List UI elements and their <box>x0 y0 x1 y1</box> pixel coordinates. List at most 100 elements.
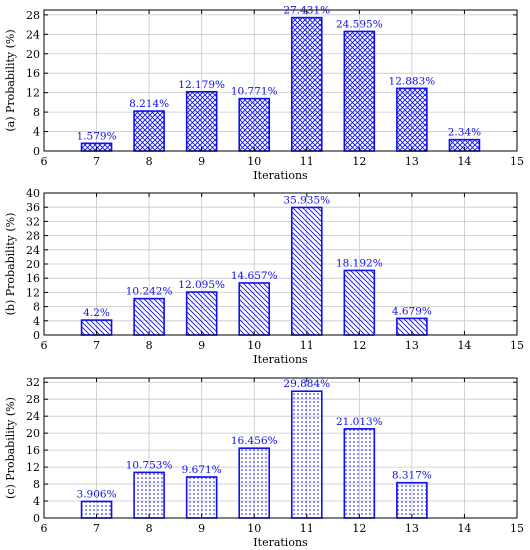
x-tick-label: 8 <box>146 339 153 352</box>
x-tick-label: 11 <box>300 155 314 168</box>
y-tick-label: 24 <box>26 28 40 41</box>
data-label-b-10: 14.657% <box>231 270 278 282</box>
x-tick-label: 7 <box>93 339 100 352</box>
bar-c-11 <box>290 390 323 519</box>
x-tick-label: 8 <box>146 522 153 535</box>
y-tick-label: 0 <box>33 512 40 525</box>
x-tick-label: 10 <box>247 522 261 535</box>
x-tick-label: 13 <box>405 155 419 168</box>
data-label-c-8: 10.753% <box>126 459 173 471</box>
x-tick-label: 15 <box>510 522 524 535</box>
bar-b-9 <box>185 291 218 336</box>
bar-c-8 <box>133 471 165 519</box>
x-tick-label: 9 <box>198 339 205 352</box>
y-tick-label: 20 <box>26 48 40 61</box>
x-tick-label: 12 <box>352 522 366 535</box>
x-tick-label: 13 <box>405 339 419 352</box>
y-tick-label: 24 <box>26 244 40 257</box>
x-tick-label: 8 <box>146 155 153 168</box>
data-label-c-12: 21.013% <box>336 416 383 428</box>
y-tick-label: 16 <box>26 272 40 285</box>
y-tick-label: 20 <box>26 258 40 271</box>
x-tick-label: 9 <box>198 522 205 535</box>
bar-a-11 <box>290 16 323 152</box>
y-tick-label: 4 <box>33 315 40 328</box>
x-tick-label: 6 <box>41 522 48 535</box>
y-tick-label: 8 <box>33 478 40 491</box>
data-label-b-12: 18.192% <box>336 257 383 269</box>
y-tick-label: 4 <box>33 495 40 508</box>
x-axis-title: Iterations <box>253 536 308 549</box>
x-axis-title: Iterations <box>253 353 308 366</box>
data-label-a-7: 1.579% <box>77 130 117 142</box>
x-tick-label: 6 <box>41 339 48 352</box>
bar-b-8 <box>133 297 165 336</box>
y-tick-label: 24 <box>26 410 40 423</box>
x-tick-label: 14 <box>457 155 471 168</box>
y-tick-label: 0 <box>33 329 40 342</box>
x-tick-label: 7 <box>93 155 100 168</box>
plot-frame <box>43 9 518 152</box>
x-tick-label: 11 <box>300 339 314 352</box>
data-label-b-8: 10.242% <box>126 286 173 298</box>
x-tick-label: 15 <box>510 339 524 352</box>
y-tick-label: 28 <box>26 9 40 22</box>
x-tick-label: 15 <box>510 155 524 168</box>
y-tick-label: 12 <box>26 87 40 100</box>
data-label-c-9: 9.671% <box>182 464 222 476</box>
y-tick-label: 32 <box>26 376 40 389</box>
x-tick-label: 7 <box>93 522 100 535</box>
y-tick-label: 12 <box>26 461 40 474</box>
bar-a-12 <box>343 30 376 152</box>
data-label-b-7: 4.2% <box>83 307 110 319</box>
y-axis-title: (a) Probability (%) <box>4 29 17 131</box>
data-label-a-9: 12.179% <box>178 79 225 91</box>
y-axis-title: (b) Probability (%) <box>4 213 17 316</box>
bar-a-8 <box>133 110 165 152</box>
bar-a-10 <box>238 97 271 152</box>
y-tick-label: 4 <box>33 126 40 139</box>
y-tick-label: 8 <box>33 301 40 314</box>
x-tick-label: 14 <box>457 522 471 535</box>
data-label-a-14: 2.34% <box>448 127 481 139</box>
data-label-a-8: 8.214% <box>129 98 169 110</box>
x-tick-label: 12 <box>352 339 366 352</box>
panel-a: 1.579%8.214%12.179%10.771%27.431%24.595%… <box>4 5 524 182</box>
x-tick-label: 6 <box>41 155 48 168</box>
x-tick-label: 13 <box>405 522 419 535</box>
y-tick-label: 12 <box>26 286 40 299</box>
plot-frame <box>43 377 518 519</box>
data-label-a-12: 24.595% <box>336 18 383 30</box>
y-tick-label: 0 <box>33 145 40 158</box>
bar-b-11 <box>290 206 323 336</box>
bar-a-13 <box>396 87 428 152</box>
y-tick-label: 40 <box>26 187 40 200</box>
bar-a-9 <box>185 90 218 152</box>
x-tick-label: 10 <box>247 155 261 168</box>
data-label-a-13: 12.883% <box>389 75 436 87</box>
x-axis-title: Iterations <box>253 169 308 182</box>
y-tick-label: 20 <box>26 427 40 440</box>
y-tick-label: 28 <box>26 230 40 243</box>
data-label-c-10: 16.456% <box>231 435 278 447</box>
x-tick-label: 9 <box>198 155 205 168</box>
x-tick-label: 10 <box>247 339 261 352</box>
x-tick-label: 14 <box>457 339 471 352</box>
bar-b-12 <box>343 269 376 336</box>
data-label-b-11: 35.935% <box>283 194 330 206</box>
y-tick-label: 28 <box>26 393 40 406</box>
data-label-a-10: 10.771% <box>231 86 278 98</box>
data-label-c-11: 29.884% <box>283 378 330 390</box>
data-label-c-13: 8.317% <box>392 470 432 482</box>
y-tick-label: 32 <box>26 215 40 228</box>
y-tick-label: 16 <box>26 444 40 457</box>
bar-c-12 <box>343 428 376 519</box>
y-tick-label: 8 <box>33 106 40 119</box>
bar-c-9 <box>185 476 218 519</box>
y-tick-label: 16 <box>26 67 40 80</box>
panel-b: 4.2% 10.242% 12.095% 14.657% 35.935% 18.192% 4… <box>4 187 524 366</box>
x-tick-label: 11 <box>300 522 314 535</box>
bar-b-10 <box>238 282 271 336</box>
x-tick-label: 12 <box>352 155 366 168</box>
